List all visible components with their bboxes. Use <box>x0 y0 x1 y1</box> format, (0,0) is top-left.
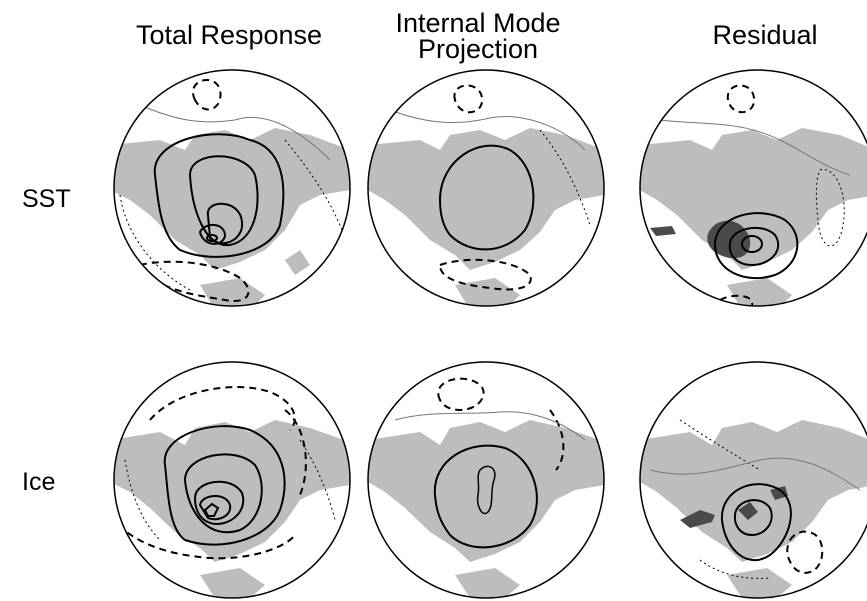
residual-shading <box>680 486 788 528</box>
land-mask <box>368 420 604 598</box>
panel-sst-residual <box>639 69 867 307</box>
contours <box>394 377 586 549</box>
contours <box>117 386 336 560</box>
panel-ice-residual <box>639 361 867 599</box>
contours <box>389 84 591 291</box>
row-label-sst: SST <box>22 185 71 213</box>
panel-sst-internal-mode-projection <box>367 69 605 307</box>
contours <box>649 419 861 579</box>
row-label-ice: Ice <box>22 468 56 496</box>
panel-ice-internal-mode-projection <box>367 361 605 599</box>
column-title-residual: Residual <box>712 20 818 50</box>
contours <box>119 79 343 302</box>
column-title-total-response: Total Response <box>135 20 323 50</box>
land-mask <box>640 420 867 598</box>
panel-sst-total-response <box>113 69 351 307</box>
panel-ice-total-response <box>113 361 351 599</box>
contours <box>659 84 851 306</box>
land-mask <box>114 420 350 598</box>
column-title-internal-mode-projection: Internal Mode Projection <box>395 8 561 64</box>
land-mask <box>640 128 867 306</box>
residual-shading <box>650 220 751 259</box>
land-mask <box>114 128 350 306</box>
